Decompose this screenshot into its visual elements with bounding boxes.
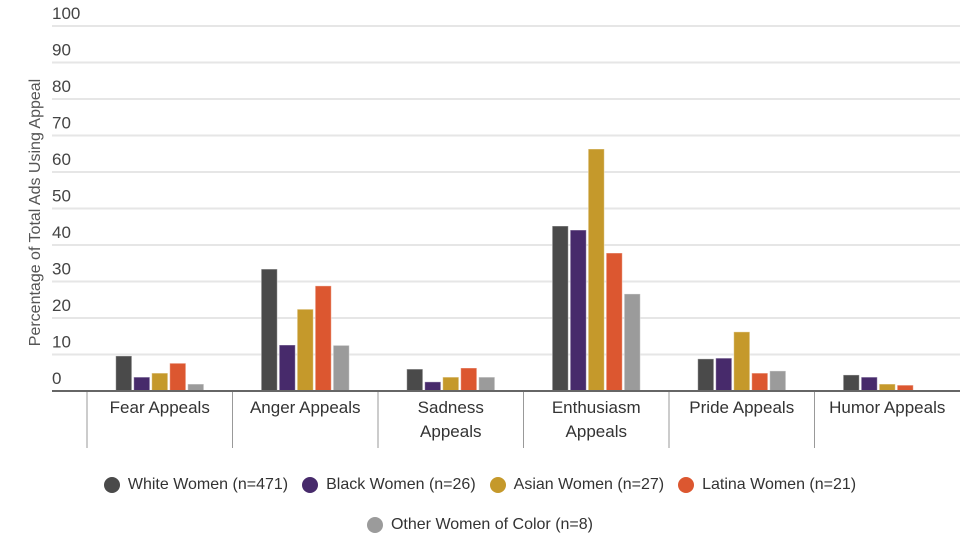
x-tick-label: Pride Appeals	[689, 398, 794, 417]
x-tick-label: Humor Appeals	[829, 398, 945, 417]
y-tick-label: 90	[52, 41, 71, 60]
y-tick-label: 60	[52, 150, 71, 169]
legend-item: Other Women of Color (n=8)	[366, 516, 593, 534]
x-tick-label: Sadness	[418, 398, 484, 417]
bar	[296, 308, 314, 392]
y-tick-label: 20	[52, 296, 71, 315]
bar	[733, 331, 751, 392]
bar	[478, 376, 496, 392]
y-tick-label: 80	[52, 77, 71, 96]
bar	[751, 372, 769, 392]
bar-chart: 0 10 20 30 40 50 60 70 80 90 100 Percentage of Tota…	[27, 4, 960, 448]
legend-item: Latina Women (n=21)	[678, 476, 856, 494]
x-tick-label: Anger Appeals	[250, 398, 361, 417]
legend: White Women (n=471) Black Women (n=26) Asi…	[0, 476, 960, 494]
legend-label: Black Women (n=26)	[326, 476, 476, 493]
bar	[133, 376, 151, 392]
bar	[569, 229, 587, 392]
bar	[260, 268, 278, 392]
legend-label: Latina Women (n=21)	[702, 476, 857, 493]
legend-item: White Women (n=471)	[103, 476, 289, 494]
bar	[442, 376, 460, 392]
bar	[278, 344, 296, 392]
bar	[715, 357, 733, 392]
legend-item: Black Women (n=26)	[302, 476, 476, 494]
bar	[314, 285, 332, 392]
legend-item: Asian Women (n=27)	[489, 476, 665, 494]
bar	[424, 381, 442, 392]
legend-swatch-icon	[366, 517, 383, 533]
x-tick-label: Fear Appeals	[110, 398, 210, 417]
legend-swatch-icon	[489, 477, 506, 493]
bar	[187, 383, 205, 392]
bar	[332, 344, 350, 392]
y-tick-label: 100	[52, 4, 80, 23]
bar	[842, 374, 860, 392]
bar	[151, 372, 169, 392]
legend-label: Asian Women (n=27)	[513, 476, 665, 493]
bar	[460, 367, 478, 392]
bar	[878, 383, 896, 392]
y-tick-label: 0	[52, 369, 61, 388]
bar	[860, 376, 878, 392]
bar	[587, 148, 605, 392]
bar	[697, 358, 715, 392]
bar	[623, 293, 641, 392]
x-tick-label: Enthusiasm	[552, 398, 641, 417]
y-axis-label: Percentage of Total Ads Using Appeal	[27, 79, 44, 346]
bar	[769, 370, 787, 392]
y-tick-label: 50	[52, 187, 71, 206]
bar	[115, 355, 133, 392]
y-tick-label: 10	[52, 333, 71, 352]
bar	[551, 225, 569, 392]
legend-row-2: Other Women of Color (n=8)	[0, 516, 960, 534]
y-tick-label: 70	[52, 114, 71, 133]
legend-label: White Women (n=471)	[127, 476, 289, 493]
legend-swatch-icon	[302, 477, 319, 493]
bar	[406, 368, 424, 392]
bar	[169, 362, 187, 392]
y-tick-label: 40	[52, 223, 71, 242]
bar	[605, 252, 623, 392]
x-tick-label: Appeals	[566, 422, 627, 441]
x-tick-label: Appeals	[420, 422, 481, 441]
legend-swatch-icon	[678, 477, 695, 493]
legend-swatch-icon	[103, 477, 120, 493]
legend-label: Other Women of Color (n=8)	[390, 516, 593, 533]
y-tick-label: 30	[52, 260, 71, 279]
